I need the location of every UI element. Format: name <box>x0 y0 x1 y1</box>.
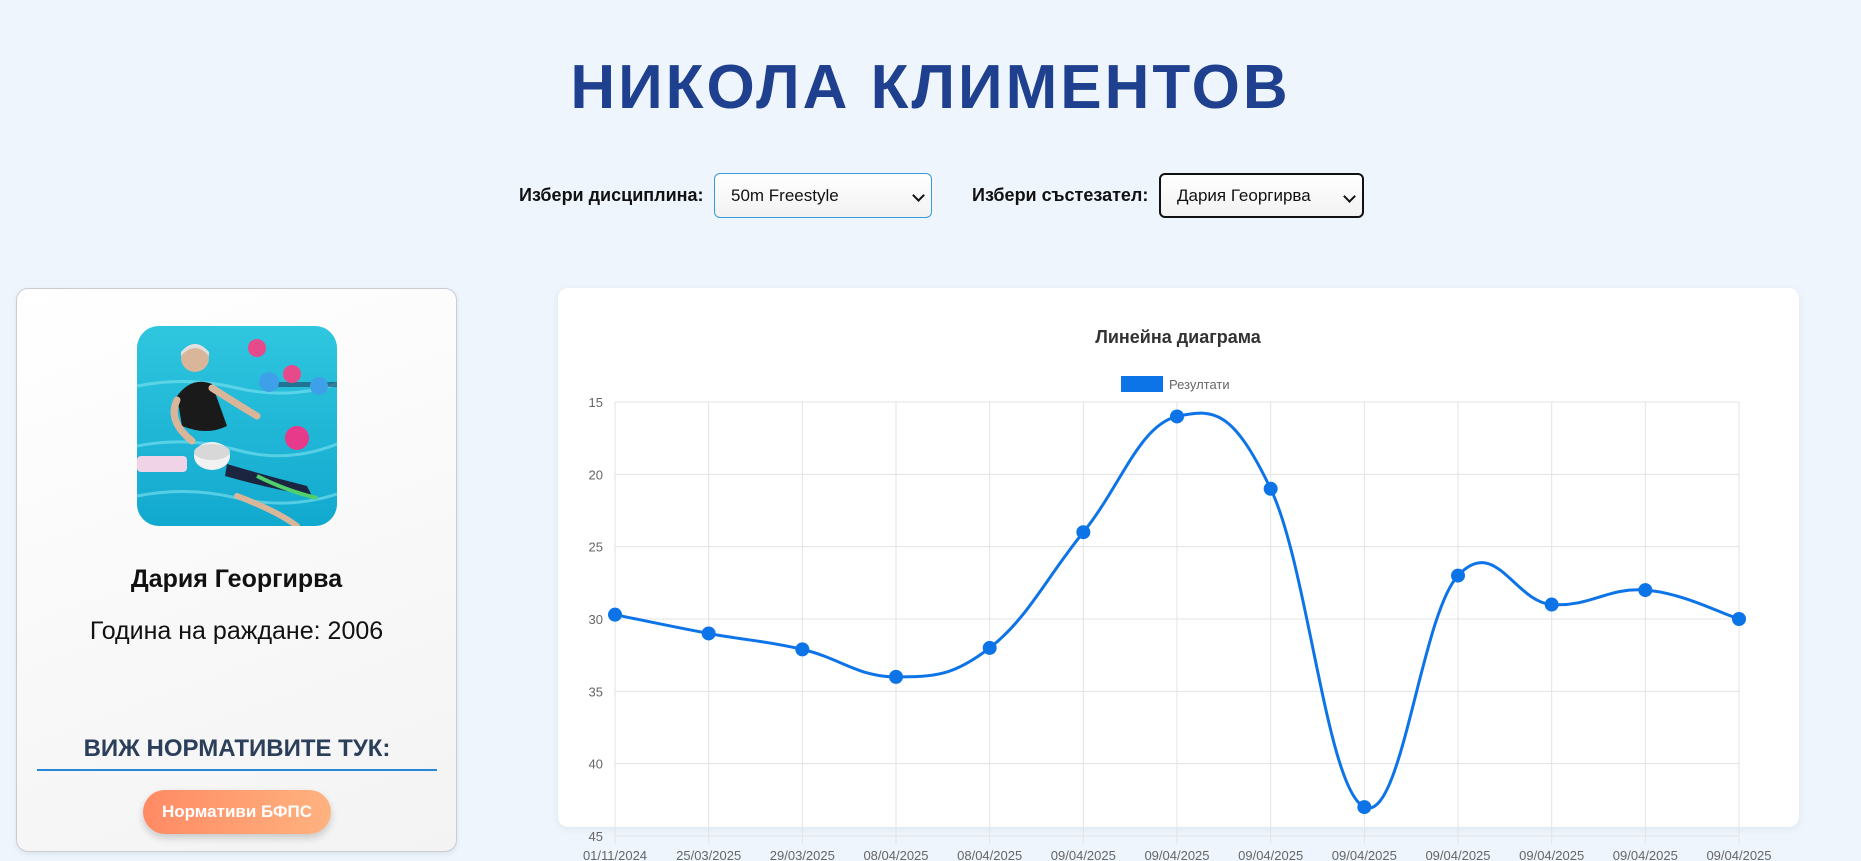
x-tick-label: 09/04/2025 <box>1332 848 1397 861</box>
x-tick-label: 09/04/2025 <box>1425 848 1490 861</box>
y-tick-label: 20 <box>589 467 603 482</box>
y-tick-label: 40 <box>589 757 603 772</box>
x-tick-label: 08/04/2025 <box>863 848 928 861</box>
athlete-name: Дария Георгирва <box>130 565 343 593</box>
data-point <box>1732 612 1746 626</box>
data-point <box>1638 583 1653 598</box>
athlete-label: Избери състезател: <box>972 185 1149 205</box>
data-point <box>1544 597 1559 612</box>
page-title: НИКОЛА КЛИМЕНТОВ <box>570 53 1291 122</box>
y-tick-label: 30 <box>589 612 603 627</box>
athlete-card: Дария Георгирва Година на раждане: 2006 … <box>16 288 457 852</box>
x-tick-label: 09/04/2025 <box>1706 848 1771 861</box>
legend-swatch <box>1121 376 1163 392</box>
x-tick-label: 09/04/2025 <box>1144 848 1209 861</box>
discipline-select[interactable]: 50m Freestyle <box>714 173 932 218</box>
line-chart: Линейна диаграма Резултати 15 20 25 30 35 40 45 0… <box>583 327 1772 861</box>
athlete-select[interactable]: Дария Георгирва <box>1159 173 1364 218</box>
athlete-birth-year: Година на раждане: 2006 <box>89 617 384 645</box>
x-tick-label: 09/04/2025 <box>1519 848 1584 861</box>
data-point <box>1451 568 1465 583</box>
data-point <box>1170 409 1184 424</box>
data-point <box>889 669 903 684</box>
x-tick-label: 09/04/2025 <box>1613 848 1678 861</box>
chart-card: Линейна диаграма Резултати 15 20 25 30 35 40 45 0… <box>558 288 1799 861</box>
x-tick-label: 09/04/2025 <box>1051 848 1116 861</box>
discipline-select-value: 50m Freestyle <box>731 186 839 205</box>
data-point <box>982 640 997 655</box>
x-tick-label: 08/04/2025 <box>957 848 1022 861</box>
y-tick-label: 25 <box>589 540 603 555</box>
x-tick-label: 01/11/2024 <box>583 848 647 861</box>
athlete-photo <box>137 326 337 526</box>
filters-bar: Избери дисциплина: 50m Freestyle Избери … <box>0 173 1861 218</box>
swimming-lesson-photo <box>137 326 337 526</box>
data-point <box>1357 800 1372 815</box>
chevron-down-icon <box>912 189 925 202</box>
y-tick-label: 35 <box>589 684 603 699</box>
x-tick-label: 25/03/2025 <box>676 848 741 861</box>
y-tick-label: 15 <box>589 395 603 410</box>
chart-title: Линейна диаграма <box>1095 327 1262 347</box>
y-tick-label: 45 <box>589 829 603 844</box>
data-point <box>701 626 716 641</box>
x-tick-label: 29/03/2025 <box>770 848 835 861</box>
x-tick-label: 09/04/2025 <box>1238 848 1303 861</box>
athlete-select-value: Дария Георгирва <box>1177 186 1311 205</box>
data-point <box>608 607 622 622</box>
data-point <box>1076 525 1091 540</box>
norms-button[interactable]: Нормативи БФПС <box>143 790 331 834</box>
norms-heading: ВИЖ НОРМАТИВИТЕ ТУК: <box>37 735 437 771</box>
data-point <box>1263 481 1278 496</box>
data-point <box>795 642 810 657</box>
discipline-label: Избери дисциплина: <box>519 185 704 205</box>
legend-label: Резултати <box>1169 377 1230 392</box>
chevron-down-icon <box>1343 190 1356 203</box>
series-line <box>614 411 1740 810</box>
